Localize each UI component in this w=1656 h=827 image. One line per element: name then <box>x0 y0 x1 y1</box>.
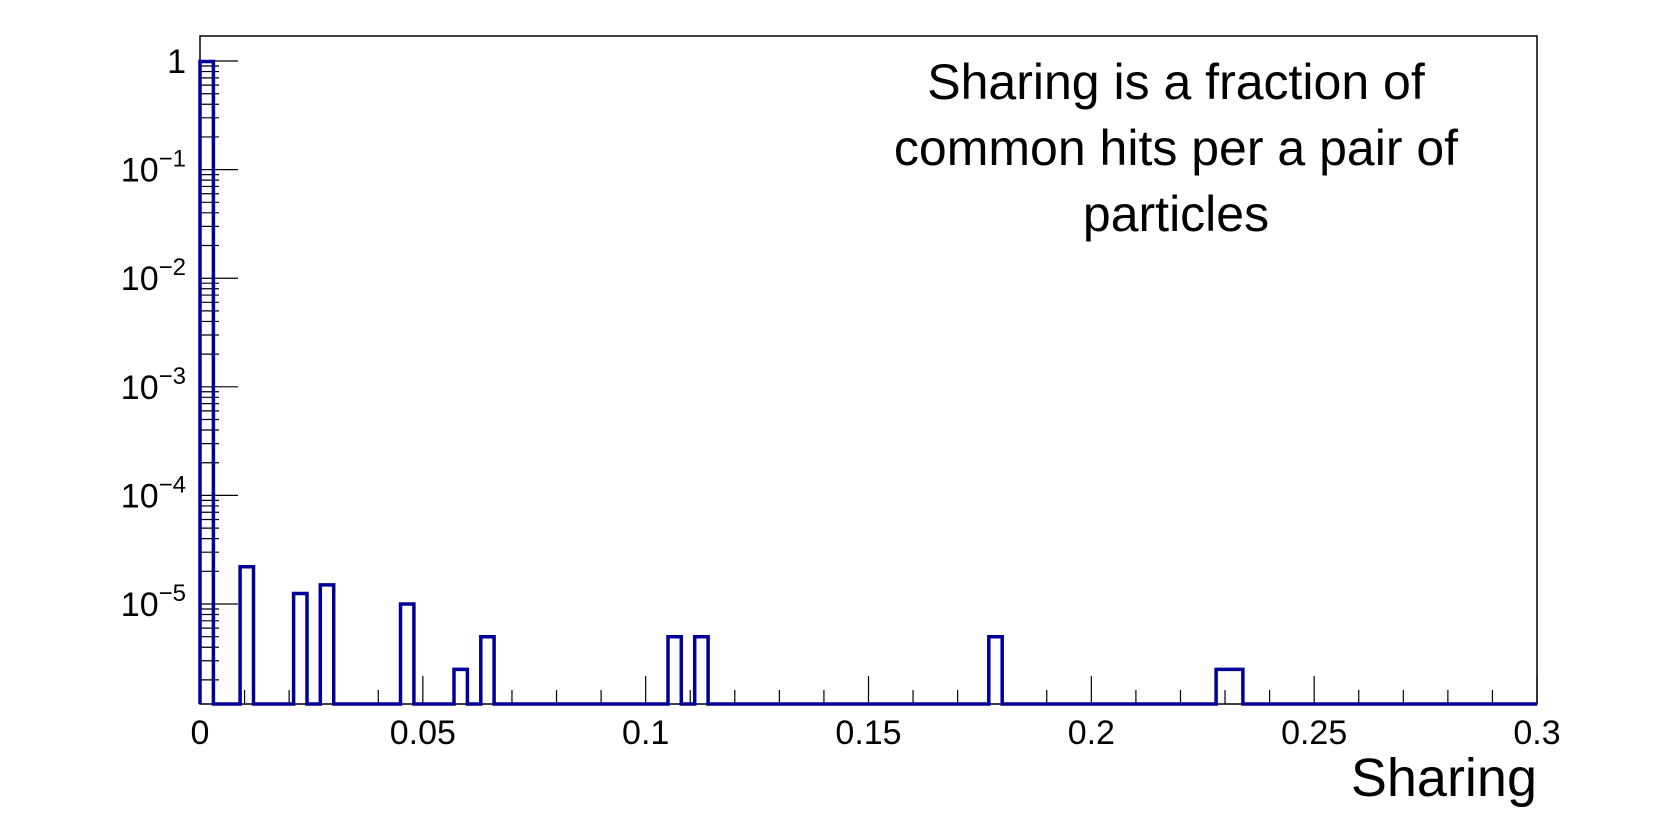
x-tick-label: 0.15 <box>835 714 901 752</box>
x-tick-label: 0.2 <box>1068 714 1115 752</box>
y-tick-label: 10−3 <box>121 363 186 407</box>
y-tick-label: 10−2 <box>121 254 186 298</box>
annotation-line-1: Sharing is a fraction of <box>927 54 1425 110</box>
annotation-line-3: particles <box>1083 186 1269 242</box>
histogram-series-line <box>198 59 1537 706</box>
y-tick-label: 10−1 <box>121 146 186 190</box>
x-axis-title: Sharing <box>1351 748 1537 808</box>
x-axis-tick-labels: 0 0.05 0.1 0.15 0.2 0.25 0.3 <box>191 714 1561 752</box>
x-tick-label: 0.3 <box>1513 714 1560 752</box>
x-tick-label: 0.25 <box>1281 714 1347 752</box>
y-tick-label: 10−4 <box>121 471 186 515</box>
x-tick-label: 0.1 <box>622 714 669 752</box>
annotation-line-2: common hits per a pair of <box>894 120 1458 176</box>
y-axis-ticks <box>200 60 238 681</box>
x-tick-label: 0.05 <box>390 714 456 752</box>
y-tick-label: 1 <box>167 43 186 81</box>
x-tick-label: 0 <box>191 714 210 752</box>
y-axis-tick-labels: 1 10−1 10−2 10−3 10−4 10−5 <box>121 43 186 624</box>
y-tick-label: 10−5 <box>121 580 186 624</box>
